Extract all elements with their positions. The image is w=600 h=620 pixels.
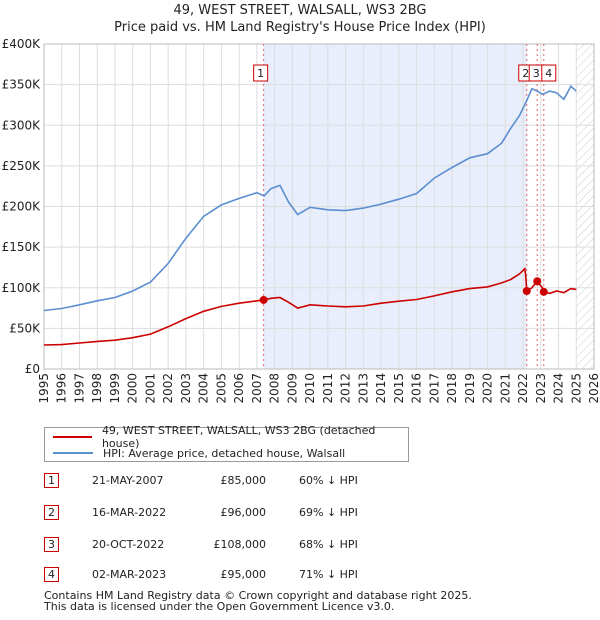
footer-license: This data is licensed under the Open Gov… bbox=[44, 600, 395, 613]
plot-frame bbox=[43, 43, 595, 370]
x-tick-label: 1996 bbox=[55, 373, 69, 404]
transaction-date: 21-MAY-2007 bbox=[92, 474, 164, 487]
transaction-price: £95,000 bbox=[220, 568, 267, 581]
footer-copyright: Contains HM Land Registry data © Crown c… bbox=[44, 589, 472, 602]
transaction-date: 16-MAR-2022 bbox=[92, 506, 167, 519]
hpi-series-line bbox=[43, 85, 577, 312]
table-row: 1 21-MAY-2007 £85,000 60% ↓ HPI bbox=[44, 473, 584, 489]
sale-label-box bbox=[541, 64, 557, 82]
transaction-price: £96,000 bbox=[220, 506, 267, 519]
y-tick-label: £300K bbox=[2, 118, 42, 132]
x-tick-label: 2006 bbox=[232, 373, 246, 404]
y-tick-label: £250K bbox=[2, 159, 42, 173]
chart-subtitle: Price paid vs. HM Land Registry's House … bbox=[114, 20, 486, 35]
x-tick-label: 2005 bbox=[214, 373, 228, 404]
sale-point bbox=[522, 287, 531, 295]
x-tick-label: 2012 bbox=[339, 373, 353, 404]
transaction-price: £108,000 bbox=[213, 538, 267, 551]
transaction-number-badge: 1 bbox=[44, 473, 59, 488]
x-tick-label: 2015 bbox=[392, 373, 406, 404]
table-row: 2 16-MAR-2022 £96,000 69% ↓ HPI bbox=[44, 505, 584, 521]
table-row: 4 02-MAR-2023 £95,000 71% ↓ HPI bbox=[44, 567, 584, 583]
x-tick-label: 2017 bbox=[427, 373, 441, 404]
x-tick-label: 2025 bbox=[569, 373, 583, 404]
transaction-hpi-diff: 60% ↓ HPI bbox=[299, 474, 358, 487]
sale-point bbox=[539, 287, 548, 296]
table-row: 3 20-OCT-2022 £108,000 68% ↓ HPI bbox=[44, 537, 584, 553]
transaction-hpi-diff: 68% ↓ HPI bbox=[299, 538, 358, 551]
price-line-swatch bbox=[53, 436, 92, 438]
sale-point bbox=[259, 295, 268, 304]
x-tick-label: 2007 bbox=[250, 373, 264, 404]
transaction-number-badge: 2 bbox=[44, 505, 59, 520]
transaction-price: £85,000 bbox=[220, 474, 267, 487]
x-tick-label: 2022 bbox=[516, 373, 530, 404]
x-tick-label: 2021 bbox=[498, 373, 512, 404]
x-tick-label: 1998 bbox=[90, 373, 104, 404]
sale-label-number: 4 bbox=[545, 67, 552, 80]
chart-title: 49, WEST STREET, WALSALL, WS3 2BG bbox=[173, 3, 426, 18]
sale-label-number: 2 bbox=[522, 67, 529, 80]
y-tick-label: £100K bbox=[2, 281, 42, 295]
footer: Contains HM Land Registry data © Crown c… bbox=[44, 590, 472, 612]
x-tick-label: 2016 bbox=[410, 373, 424, 404]
x-tick-label: 2011 bbox=[321, 373, 335, 404]
legend-item-price: 49, WEST STREET, WALSALL, WS3 2BG (detac… bbox=[53, 424, 408, 450]
sale-label-number: 3 bbox=[533, 67, 540, 80]
x-tick-label: 2002 bbox=[161, 373, 175, 404]
x-tick-label: 2014 bbox=[374, 373, 388, 404]
x-tick-label: 2001 bbox=[143, 373, 157, 404]
transaction-hpi-diff: 71% ↓ HPI bbox=[299, 568, 358, 581]
y-tick-label: £400K bbox=[2, 37, 42, 51]
x-tick-label: 1999 bbox=[108, 373, 122, 404]
sale-label-box bbox=[253, 64, 269, 82]
x-tick-label: 2023 bbox=[534, 373, 548, 404]
y-tick-label: £0 bbox=[25, 362, 40, 376]
transaction-number-badge: 4 bbox=[44, 567, 59, 582]
legend-item-hpi: HPI: Average price, detached house, Wals… bbox=[53, 445, 345, 461]
x-tick-label: 2003 bbox=[179, 373, 193, 404]
x-tick-label: 2018 bbox=[445, 373, 459, 404]
price-chart: 49, WEST STREET, WALSALL, WS3 2BG Price … bbox=[2, 3, 600, 404]
y-tick-label: £200K bbox=[2, 200, 42, 214]
y-tick-label: £50K bbox=[9, 321, 41, 335]
y-tick-label: £350K bbox=[2, 78, 42, 92]
x-tick-label: 1997 bbox=[72, 373, 86, 404]
transaction-date: 20-OCT-2022 bbox=[92, 538, 165, 551]
sale-point bbox=[533, 277, 542, 286]
x-tick-label: 2010 bbox=[303, 373, 317, 404]
transaction-number-badge: 3 bbox=[44, 537, 59, 552]
x-tick-label: 1995 bbox=[37, 373, 51, 404]
y-tick-label: £150K bbox=[2, 240, 42, 254]
legend-price-label: 49, WEST STREET, WALSALL, WS3 2BG (detac… bbox=[101, 424, 376, 450]
sale-label-number: 1 bbox=[257, 67, 264, 80]
x-tick-label: 2024 bbox=[552, 373, 566, 404]
hpi-line-swatch bbox=[53, 452, 93, 454]
transaction-hpi-diff: 69% ↓ HPI bbox=[299, 506, 358, 519]
x-tick-label: 2004 bbox=[197, 373, 211, 404]
transaction-date: 02-MAR-2023 bbox=[92, 568, 167, 581]
x-tick-label: 2013 bbox=[356, 373, 370, 404]
x-tick-label: 2008 bbox=[268, 373, 282, 404]
x-tick-label: 2009 bbox=[285, 373, 299, 404]
x-tick-label: 2026 bbox=[587, 373, 600, 404]
x-tick-label: 2019 bbox=[463, 373, 477, 404]
legend-hpi-label: HPI: Average price, detached house, Wals… bbox=[103, 446, 346, 460]
x-tick-label: 2020 bbox=[481, 373, 495, 404]
x-tick-label: 2000 bbox=[126, 373, 140, 404]
legend: 49, WEST STREET, WALSALL, WS3 2BG (detac… bbox=[44, 424, 409, 462]
